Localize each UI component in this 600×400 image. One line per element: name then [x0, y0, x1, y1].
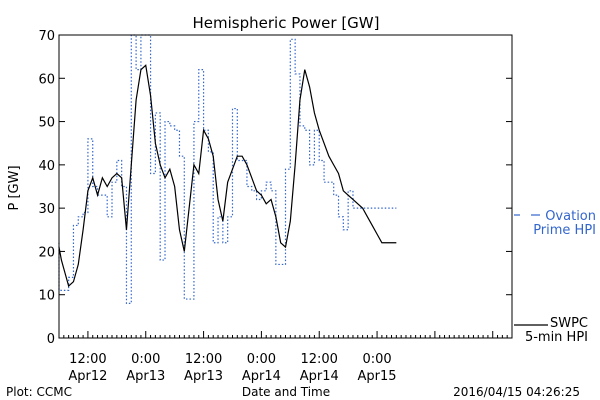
y-tick-label: 50	[38, 116, 55, 131]
series-line-swpc	[58, 64, 397, 288]
legend-label: Ovation	[545, 209, 596, 224]
footer-timestamp: 2016/04/15 04:26:25	[453, 385, 580, 399]
y-tick-label: 40	[38, 159, 55, 174]
series-layer	[58, 34, 397, 304]
x-tick-date: Apr13	[126, 369, 165, 384]
y-tick-label: 10	[38, 289, 55, 304]
x-tick-hour: 0:00	[131, 352, 160, 367]
chart-title: Hemispheric Power [GW]	[193, 14, 380, 32]
x-tick-hour: 0:00	[362, 352, 391, 367]
y-tick-label: 70	[38, 29, 55, 44]
x-tick-date: Apr14	[242, 369, 281, 384]
x-tick-date: Apr12	[68, 369, 107, 384]
legend-label: Prime HPI	[533, 223, 596, 238]
axis-ticks: 0 10 20 30 40 50 60 70 12:00 Apr12 0:00 Apr13 12:00 A…	[38, 29, 513, 384]
x-tick-hour: 0:00	[247, 352, 276, 367]
plot-frame	[58, 34, 513, 339]
x-tick-hour: 12:00	[69, 352, 106, 367]
x-axis-label: Date and Time	[242, 385, 330, 399]
y-tick-label: 60	[38, 72, 55, 87]
legend-label: SWPC	[550, 316, 588, 331]
x-tick-date: Apr15	[358, 369, 397, 384]
y-tick-label: 20	[38, 245, 55, 260]
y-axis-label: P [GW]	[7, 165, 22, 210]
y-tick-label: 30	[38, 202, 55, 217]
x-tick-hour: 12:00	[300, 352, 337, 367]
legend-label: 5-min HPI	[525, 330, 588, 345]
y-tick-label: 0	[47, 332, 55, 347]
x-tick-hour: 12:00	[185, 352, 222, 367]
x-tick-date: Apr13	[184, 369, 223, 384]
x-tick-date: Apr14	[300, 369, 339, 384]
footer-plot-credit: Plot: CCMC	[6, 385, 72, 399]
